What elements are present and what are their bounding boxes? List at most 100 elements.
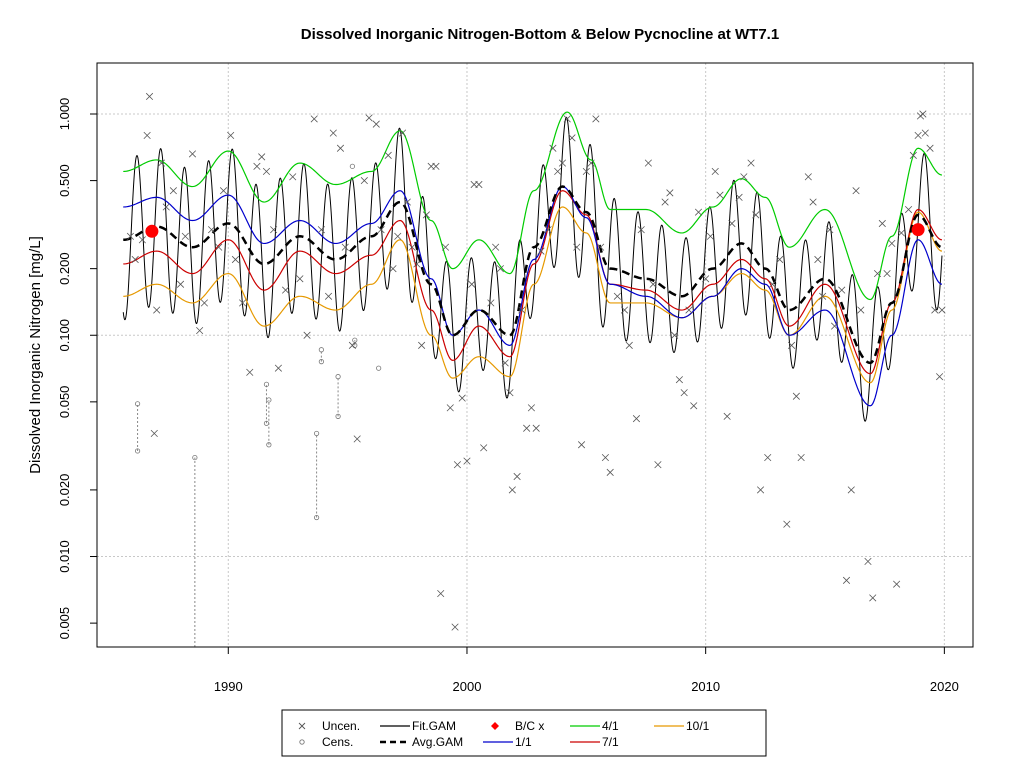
uncensored-point-135 <box>857 306 865 314</box>
uncensored-point-64 <box>480 444 488 452</box>
uncensored-point-24 <box>262 167 271 176</box>
censored-marker <box>376 365 382 371</box>
uncensored-point-22 <box>253 162 261 170</box>
uncensored-point-6 <box>153 306 161 314</box>
uncensored-point-68 <box>501 359 509 367</box>
grid <box>97 63 973 647</box>
uncensored-point-122 <box>788 341 796 349</box>
censored-points <box>134 163 382 647</box>
uncensored-point-4 <box>145 92 154 101</box>
uncensored-point-40 <box>365 114 373 122</box>
uncensored-point-29 <box>296 275 304 283</box>
censored-marker <box>352 337 358 343</box>
censored-point-6 <box>335 374 341 419</box>
censored-marker <box>313 430 320 437</box>
censored-marker <box>134 401 141 407</box>
uncensored-point-151 <box>931 306 939 314</box>
legend-item-fit: Fit.GAM <box>380 719 456 733</box>
uncensored-point-18 <box>227 131 235 140</box>
uncensored-point-0 <box>126 232 134 240</box>
uncensored-point-107 <box>702 275 710 283</box>
uncensored-point-10 <box>176 280 185 288</box>
uncensored-point-35 <box>336 144 345 152</box>
uncensored-point-39 <box>360 177 368 185</box>
legend-swatch <box>491 722 499 730</box>
uncensored-point-50 <box>418 341 426 349</box>
legend-item-d7_1: 7/1 <box>570 735 619 749</box>
x-tick-label-1: 2000 <box>453 679 482 694</box>
legend-label-fit: Fit.GAM <box>412 719 456 733</box>
uncensored-point-58 <box>453 461 462 469</box>
uncensored-point-71 <box>513 472 521 481</box>
y-tick-label-4: 0.100 <box>57 319 72 352</box>
uncensored-point-133 <box>847 486 855 494</box>
uncensored-point-44 <box>389 265 397 273</box>
uncensored-point-106 <box>694 208 703 216</box>
uncensored-point-99 <box>661 198 669 206</box>
uncensored-point-45 <box>394 232 402 240</box>
uncensored-point-118 <box>764 453 772 462</box>
uncensored-point-75 <box>532 424 540 432</box>
uncensored-point-84 <box>577 441 586 449</box>
y-tick-label-6: 0.500 <box>57 164 72 197</box>
uncensored-point-69 <box>506 389 514 397</box>
censored-marker-low <box>318 359 324 365</box>
uncensored-point-82 <box>568 134 576 142</box>
censored-point-5 <box>318 347 324 365</box>
uncensored-point-146 <box>914 131 922 140</box>
legend-label-bc: B/C x <box>515 719 544 733</box>
uncensored-point-81 <box>563 115 571 123</box>
censored-point-0 <box>134 401 141 454</box>
uncensored-point-11 <box>181 232 189 240</box>
uncensored-point-66 <box>492 243 500 251</box>
legend-item-d1_1: 1/1 <box>483 735 532 749</box>
uncensored-point-113 <box>735 193 743 201</box>
uncensored-point-110 <box>716 191 724 199</box>
uncensored-point-141 <box>888 239 896 248</box>
uncensored-point-92 <box>620 306 629 314</box>
uncensored-point-3 <box>143 131 151 140</box>
uncensored-point-5 <box>150 429 158 438</box>
uncensored-point-102 <box>675 376 683 384</box>
uncensored-point-101 <box>671 331 679 339</box>
uncensored-point-73 <box>523 424 531 432</box>
uncensored-point-74 <box>527 404 536 412</box>
series-line-d7_1 <box>123 190 943 375</box>
censored-point-3 <box>266 397 272 448</box>
uncensored-point-98 <box>654 461 662 469</box>
y-tick-label-0: 0.005 <box>57 607 72 640</box>
uncensored-point-105 <box>690 402 698 410</box>
uncensored-point-37 <box>348 341 356 349</box>
uncensored-point-30 <box>303 331 311 339</box>
y-axis-label: Dissolved Inorganic Nitrogen [mg/L] <box>27 236 44 474</box>
uncensored-point-25 <box>270 226 278 234</box>
uncensored-point-56 <box>446 404 454 412</box>
uncensored-point-43 <box>384 151 392 159</box>
uncensored-point-14 <box>200 299 208 307</box>
uncensored-point-149 <box>921 129 929 137</box>
legend-box <box>281 709 767 757</box>
censored-point-1 <box>192 454 198 647</box>
uncensored-point-76 <box>537 247 545 255</box>
uncensored-point-57 <box>451 623 459 631</box>
uncensored-point-121 <box>783 520 791 528</box>
uncensored-point-77 <box>544 226 552 234</box>
uncensored-point-153 <box>938 306 946 314</box>
series-line-d1_1 <box>123 185 943 407</box>
legend-label-d1_1: 1/1 <box>515 735 532 749</box>
uncensored-point-8 <box>162 203 170 211</box>
uncensored-point-144 <box>904 205 913 214</box>
legend-swatch <box>298 722 306 730</box>
uncensored-point-55 <box>441 243 450 251</box>
fit-gam-line <box>122 116 943 422</box>
x-tick-label-2: 2010 <box>691 679 720 694</box>
uncensored-point-131 <box>838 286 846 294</box>
uncensored-point-19 <box>231 255 240 264</box>
uncensored-point-41 <box>372 120 380 128</box>
uncensored-point-91 <box>613 292 621 300</box>
y-axis: 0.005 0.010 0.020 0.050 0.100 0.200 0.500 1.000 <box>57 98 97 640</box>
uncensored-point-127 <box>814 255 822 264</box>
x-tick-label-0: 1990 <box>214 679 243 694</box>
